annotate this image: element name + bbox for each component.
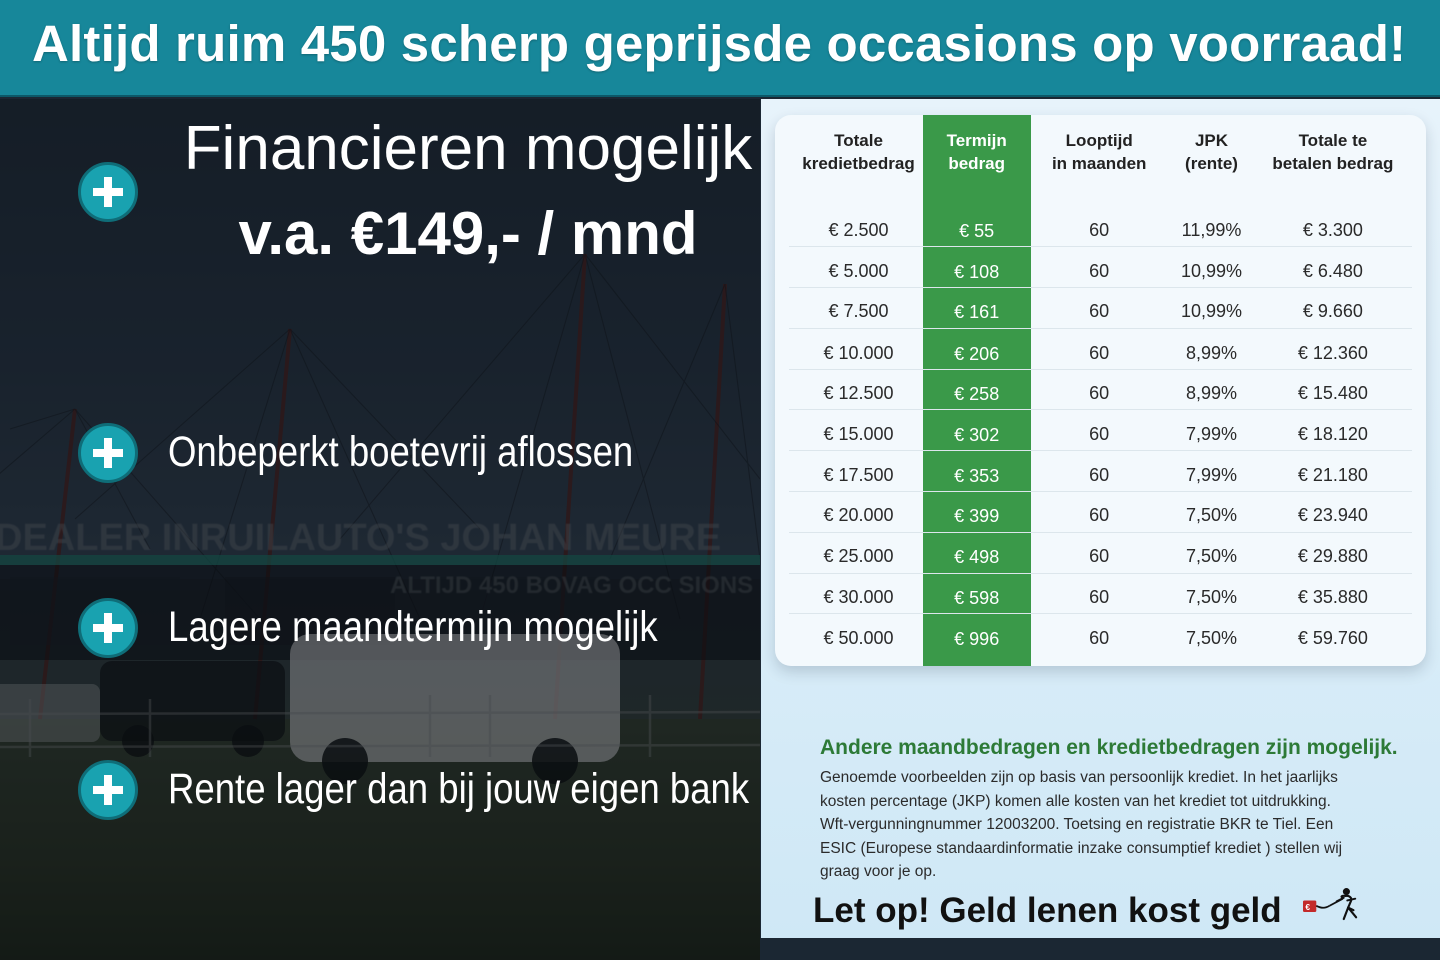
svg-text:€: € xyxy=(1305,902,1310,912)
